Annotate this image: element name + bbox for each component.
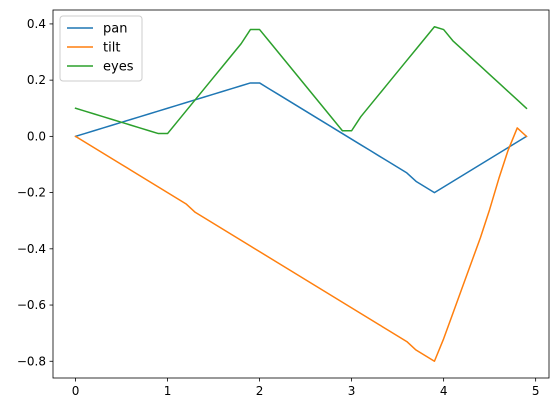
- y-tick-label: −0.2: [17, 186, 46, 200]
- y-tick-label: −0.8: [17, 354, 46, 368]
- y-tick-label: 0.0: [27, 129, 46, 143]
- series-line-pan: [74, 82, 528, 194]
- series-line-eyes: [74, 25, 528, 135]
- legend-label-pan: pan: [103, 22, 127, 37]
- legend-label-tilt: tilt: [103, 41, 120, 56]
- legend-label-eyes: eyes: [103, 60, 134, 75]
- plot-frame: [52, 9, 550, 379]
- y-tick-label: −0.4: [17, 242, 46, 256]
- legend: pan tilt eyes: [59, 15, 143, 82]
- legend-box: [59, 15, 143, 82]
- x-tick-label: 0: [72, 384, 80, 398]
- axes: 0 1 2 3 4 5 −0.8 −0.6 −0.4 −0.2 0.0 0.2 0.4: [17, 9, 550, 398]
- series-line-tilt: [74, 127, 528, 363]
- y-tick-label: 0.2: [27, 73, 46, 87]
- x-tick-label: 3: [348, 384, 356, 398]
- y-tick-label: 0.4: [27, 17, 46, 31]
- x-tick-label: 2: [256, 384, 264, 398]
- x-tick-label: 1: [164, 384, 172, 398]
- x-tick-label: 4: [440, 384, 448, 398]
- y-tick-label: −0.6: [17, 298, 46, 312]
- series-lines: [74, 25, 528, 363]
- x-tick-label: 5: [532, 384, 540, 398]
